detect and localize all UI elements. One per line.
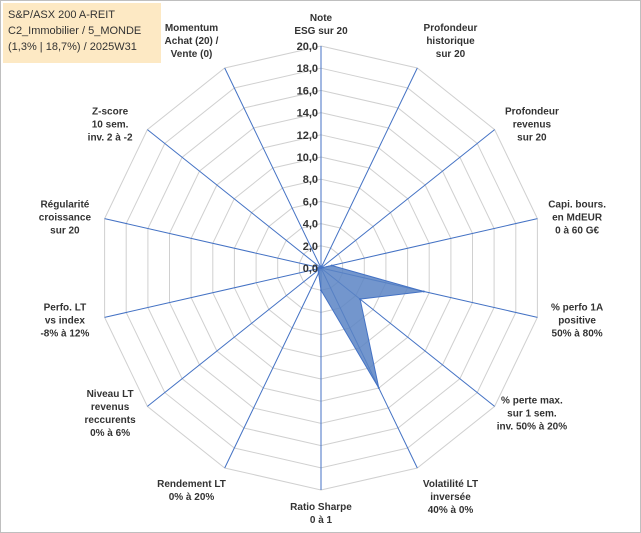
axis-label: Rendement LT 0% à 20% <box>157 479 226 503</box>
title-line-1: S&P/ASX 200 A-REIT <box>8 9 115 21</box>
axis-label: Z-score 10 sem. inv. 2 à -2 <box>88 106 133 143</box>
axis-label: Volatilité LT inversée 40% à 0% <box>423 479 478 516</box>
tick-label: 8,0 <box>303 174 318 186</box>
tick-label: 20,0 <box>297 41 318 53</box>
tick-label: 0,0 <box>303 263 318 275</box>
data-point <box>422 290 425 293</box>
axis-label: Capi. bours. en MdEUR 0 à 60 G€ <box>548 199 606 236</box>
data-point <box>320 289 322 292</box>
tick-label: 14,0 <box>297 108 318 120</box>
axis-label: Perfo. LT vs index -8% à 12% <box>40 303 89 340</box>
title-line-3: (1,3% | 18,7%) / 2025W31 <box>8 41 137 53</box>
tick-label: 2,0 <box>303 241 318 253</box>
axis-spoke <box>104 218 322 269</box>
data-point <box>316 267 319 270</box>
tick-label: 12,0 <box>297 130 318 142</box>
axis-label: Profondeur revenus sur 20 <box>505 106 559 143</box>
axis-spoke <box>224 267 322 469</box>
axis-label: Régularité croissance sur 20 <box>39 199 92 236</box>
data-point <box>330 264 333 267</box>
tick-label: 6,0 <box>303 196 318 208</box>
axis-label: % perte max. sur 1 sem. inv. 50% à 20% <box>497 396 568 433</box>
tick-label: 10,0 <box>297 152 318 164</box>
axis-label: Ratio Sharpe 0 à 1 <box>290 502 352 526</box>
axis-label: Note ESG sur 20 <box>294 13 348 37</box>
tick-label: 4,0 <box>303 219 318 231</box>
data-point <box>377 387 380 389</box>
tick-label: 18,0 <box>297 63 318 75</box>
title-line-2: C2_Immobilier / 5_MONDE <box>8 25 142 37</box>
data-point <box>359 298 362 301</box>
axis-label: % perfo 1A positive 50% à 80% <box>551 303 603 340</box>
axis-label: Niveau LT revenus reccurents 0% à 6% <box>85 389 137 439</box>
axis-spoke <box>320 218 538 269</box>
axis-spoke <box>320 129 495 269</box>
axis-label: Profondeur historique sur 20 <box>424 23 478 60</box>
data-point <box>317 272 320 274</box>
axis-spoke <box>147 129 322 269</box>
axis-spoke <box>104 267 322 318</box>
axis-label: Momentum Achat (20) / Vente (0) <box>165 23 219 60</box>
title-box: S&P/ASX 200 A-REIT C2_Immobilier / 5_MON… <box>3 3 161 63</box>
data-point <box>320 267 322 269</box>
tick-label: 16,0 <box>297 85 318 97</box>
axis-spoke <box>147 267 322 407</box>
axis-spoke <box>224 67 322 269</box>
axis-spoke <box>320 67 418 269</box>
